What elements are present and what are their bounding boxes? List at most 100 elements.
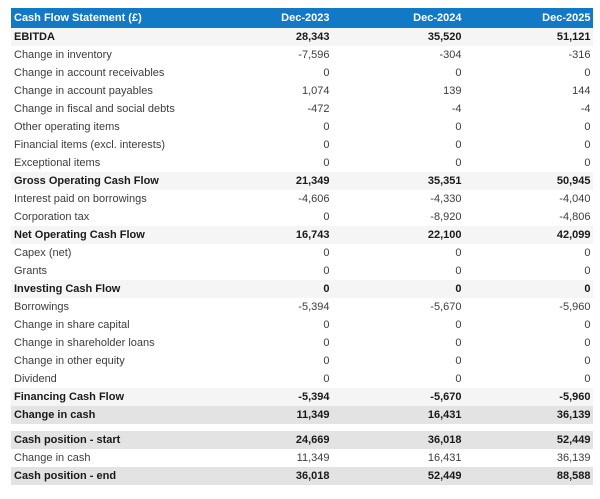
row-label: Other operating items (14, 121, 120, 133)
row-value: 0 (584, 265, 591, 277)
row-value: 52,449 (427, 470, 462, 482)
row-value: -5,394 (298, 391, 330, 403)
table-row: Change in share capital 0 0 0 (11, 316, 593, 334)
row-label: Change in shareholder loans (14, 337, 155, 349)
table-row: Borrowings -5,394 -5,670 -5,960 (11, 298, 593, 316)
row-value: -4,806 (559, 211, 591, 223)
table-row: Cash position - start 24,669 36,018 52,449 (11, 431, 593, 449)
row-value: 0 (455, 67, 462, 79)
row-value: -5,960 (559, 301, 591, 313)
row-value: -4 (580, 103, 591, 115)
row-value: 0 (455, 247, 462, 259)
row-label: Interest paid on borrowings (14, 193, 147, 205)
row-label: Change in share capital (14, 319, 130, 331)
row-label: Change in inventory (14, 49, 112, 61)
row-value: -7,596 (298, 49, 330, 61)
table-row: Change in shareholder loans 0 0 0 (11, 334, 593, 352)
row-value: 0 (323, 355, 330, 367)
row-value: 0 (455, 373, 462, 385)
row-value: -8,920 (430, 211, 462, 223)
table-row: Interest paid on borrowings -4,606 -4,330 -… (11, 190, 593, 208)
table-row: Change in other equity 0 0 0 (11, 352, 593, 370)
table-row: Net Operating Cash Flow 16,743 22,100 42,09… (11, 226, 593, 244)
row-label: Investing Cash Flow (14, 283, 121, 295)
row-value: -5,670 (430, 301, 462, 313)
table-row: Corporation tax 0 -8,920 -4,806 (11, 208, 593, 226)
row-value: 51,121 (556, 31, 591, 43)
table-row: Financial items (excl. interests) 0 0 0 (11, 136, 593, 154)
row-value: -4 (451, 103, 462, 115)
row-value: 0 (455, 337, 462, 349)
row-value: 0 (455, 319, 462, 331)
row-value: 0 (323, 373, 330, 385)
row-value: 0 (584, 373, 591, 385)
row-value: 24,669 (295, 434, 330, 446)
row-value: 16,431 (427, 452, 462, 464)
row-label: EBITDA (14, 31, 55, 43)
row-value: 0 (323, 121, 330, 133)
row-value: 0 (323, 337, 330, 349)
row-value: 0 (584, 121, 591, 133)
row-value: 0 (455, 355, 462, 367)
row-value: 0 (455, 139, 462, 151)
row-value: 0 (455, 121, 462, 133)
row-value: 28,343 (295, 31, 330, 43)
row-label: Grants (14, 265, 48, 277)
table-row: Change in cash 11,349 16,431 36,139 (11, 449, 593, 467)
row-value: 36,139 (556, 452, 591, 464)
row-label: Corporation tax (14, 211, 90, 223)
row-value: 35,351 (427, 175, 462, 187)
row-value: -4,330 (430, 193, 462, 205)
row-value: 0 (455, 265, 462, 277)
table-body: EBITDA 28,343 35,520 51,121 Change in invent… (11, 28, 593, 424)
table-row: Gross Operating Cash Flow 21,349 35,351 50,… (11, 172, 593, 190)
row-label: Change in cash (14, 409, 96, 421)
row-value: 88,588 (556, 470, 591, 482)
row-value: -472 (307, 103, 330, 115)
table-row: Change in account payables 1,074 139 144 (11, 82, 593, 100)
row-label: Change in other equity (14, 355, 125, 367)
row-value: -4,606 (298, 193, 330, 205)
row-value: 16,431 (427, 409, 462, 421)
row-label: Borrowings (14, 301, 70, 313)
row-value: 50,945 (556, 175, 591, 187)
table-row: EBITDA 28,343 35,520 51,121 (11, 28, 593, 46)
row-value: 0 (323, 283, 330, 295)
row-label: Cash position - start (14, 434, 121, 446)
row-value: 11,349 (296, 452, 330, 464)
row-label: Gross Operating Cash Flow (14, 175, 159, 187)
row-value: -5,394 (298, 301, 330, 313)
row-value: 36,018 (427, 434, 462, 446)
row-value: 0 (455, 283, 462, 295)
row-value: 0 (584, 337, 591, 349)
row-value: -5,670 (430, 391, 462, 403)
row-value: 21,349 (295, 175, 330, 187)
table-row: Other operating items 0 0 0 (11, 118, 593, 136)
column-header-dec-2023: Dec-2023 (281, 12, 330, 24)
table-row: Change in fiscal and social debts -472 -4 -… (11, 100, 593, 118)
table-row: Capex (net) 0 0 0 (11, 244, 593, 262)
table-title: Cash Flow Statement (£) (14, 12, 142, 24)
row-value: 16,743 (295, 229, 330, 241)
row-label: Change in fiscal and social debts (14, 103, 175, 115)
row-label: Change in account payables (14, 85, 153, 97)
row-label: Net Operating Cash Flow (14, 229, 145, 241)
table-row: Dividend 0 0 0 (11, 370, 593, 388)
table-row: Cash position - end 36,018 52,449 88,588 (11, 467, 593, 485)
table-row: Change in inventory -7,596 -304 -316 (11, 46, 593, 64)
table-row: Exceptional items 0 0 0 (11, 154, 593, 172)
row-value: 0 (584, 283, 591, 295)
row-label: Financing Cash Flow (14, 391, 125, 403)
row-label: Change in cash (14, 452, 91, 464)
row-value: 52,449 (556, 434, 591, 446)
row-value: 0 (323, 67, 330, 79)
row-value: 42,099 (556, 229, 591, 241)
table-row: Change in cash 11,349 16,431 36,139 (11, 406, 593, 424)
row-label: Exceptional items (14, 157, 101, 169)
row-value: 1,074 (301, 85, 330, 97)
row-label: Dividend (14, 373, 57, 385)
row-value: -304 (439, 49, 462, 61)
table-row: Change in account receivables 0 0 0 (11, 64, 593, 82)
row-value: 0 (584, 247, 591, 259)
table-header-row: Cash Flow Statement (£) Dec-2023 Dec-202… (11, 8, 593, 28)
